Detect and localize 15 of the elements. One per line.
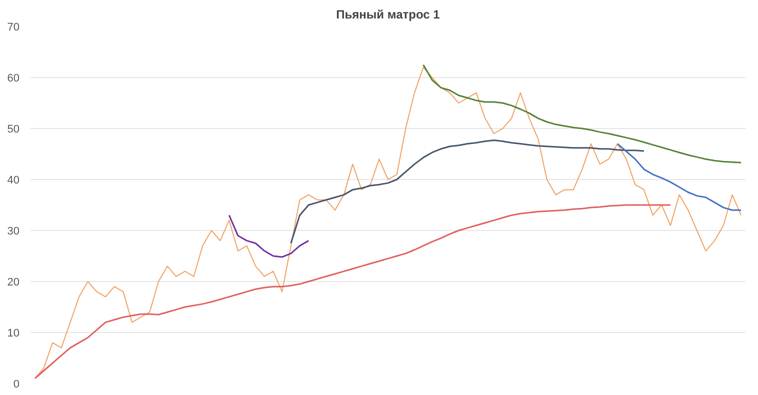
line-series bbox=[34, 66, 742, 379]
line-series bbox=[422, 64, 742, 164]
y-tick-label: 50 bbox=[7, 124, 20, 136]
chart-title: Пьяный матрос 1 bbox=[336, 8, 440, 22]
line-series bbox=[34, 204, 672, 380]
line-series bbox=[228, 214, 310, 258]
y-tick-label: 60 bbox=[7, 72, 20, 84]
line-series bbox=[616, 143, 742, 211]
y-tick-label: 40 bbox=[7, 174, 20, 186]
y-tick-label: 20 bbox=[7, 276, 20, 288]
line-series bbox=[290, 139, 645, 244]
y-tick-label: 0 bbox=[13, 378, 20, 390]
y-tick-label: 30 bbox=[7, 226, 20, 238]
y-tick-label: 70 bbox=[7, 22, 20, 34]
y-tick-label: 10 bbox=[7, 328, 20, 340]
